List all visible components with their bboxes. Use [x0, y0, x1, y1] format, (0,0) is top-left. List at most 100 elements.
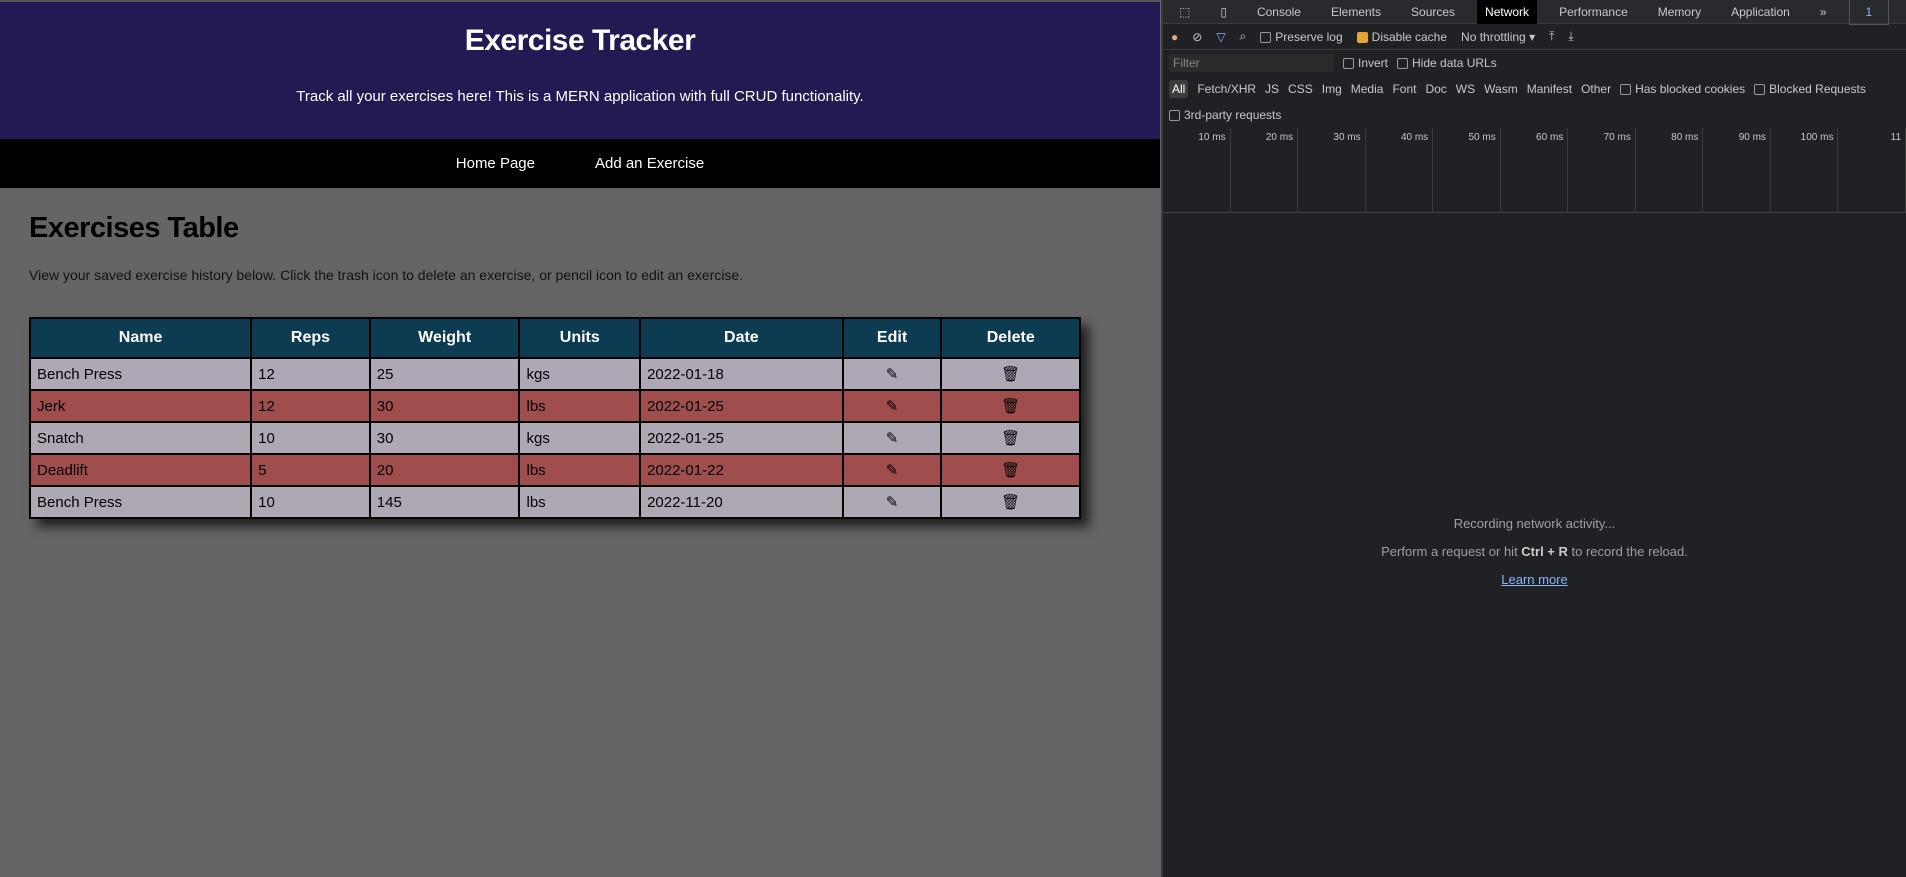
- cell-reps: 12: [250, 357, 371, 391]
- pencil-icon[interactable]: ✎: [841, 453, 943, 487]
- cell-units: kgs: [518, 357, 642, 391]
- type-filter-wasm[interactable]: Wasm: [1484, 82, 1518, 96]
- trash-icon[interactable]: 🗑: [940, 389, 1081, 423]
- filter-icon[interactable]: ▽: [1216, 29, 1226, 44]
- timeline-tick: 10 ms: [1163, 128, 1231, 212]
- cell-units: lbs: [518, 453, 642, 487]
- cell-name: Jerk: [28, 389, 253, 423]
- column-header: Weight: [368, 317, 521, 359]
- cell-name: Bench Press: [28, 357, 253, 391]
- table-row: Bench Press 12 25 kgs 2022-01-18 ✎ 🗑: [28, 357, 1081, 391]
- trash-icon[interactable]: 🗑: [940, 421, 1081, 455]
- timeline-tick: 40 ms: [1366, 128, 1434, 212]
- type-filter-font[interactable]: Font: [1392, 82, 1417, 96]
- cell-reps: 10: [250, 421, 371, 455]
- pencil-icon[interactable]: ✎: [841, 421, 943, 455]
- resource-type-filters: All Fetch/XHR JS CSS Img Media Font Doc WS Wasm Ma…: [1163, 76, 1906, 102]
- timeline-tick: 50 ms: [1433, 128, 1501, 212]
- type-filter-all[interactable]: All: [1169, 80, 1189, 98]
- cell-date: 2022-01-25: [639, 421, 844, 455]
- more-tabs-icon[interactable]: »: [1819, 4, 1827, 19]
- column-header: Edit: [841, 317, 943, 359]
- timeline-tick: 90 ms: [1703, 128, 1771, 212]
- type-filter-doc[interactable]: Doc: [1425, 82, 1447, 96]
- issues-badge[interactable]: 1: [1848, 0, 1890, 25]
- cell-weight: 20: [368, 453, 521, 487]
- nav-add-exercise[interactable]: Add an Exercise: [594, 155, 705, 172]
- table-row: Bench Press 10 145 lbs 2022-11-20 ✎ 🗑: [28, 485, 1081, 519]
- pencil-icon[interactable]: ✎: [841, 389, 943, 423]
- type-filter-img[interactable]: Img: [1321, 82, 1342, 96]
- type-filter-js[interactable]: JS: [1265, 82, 1280, 96]
- timeline-tick: 60 ms: [1501, 128, 1569, 212]
- exercises-table: Name Reps Weight Units Date Edit Delete Bench …: [28, 317, 1081, 519]
- search-icon[interactable]: ⌕: [1239, 29, 1247, 43]
- app-subtitle: Track all your exercises here! This is a…: [296, 88, 864, 105]
- clear-icon[interactable]: ⊘: [1192, 29, 1203, 44]
- import-har-icon[interactable]: ⤒: [1549, 29, 1555, 43]
- cell-reps: 10: [250, 485, 371, 519]
- issues-count: 1: [1865, 4, 1873, 19]
- device-toolbar-icon[interactable]: ▯: [1220, 4, 1227, 19]
- app-title: Exercise Tracker: [464, 24, 696, 57]
- recording-status: Recording network activity...: [1453, 516, 1616, 531]
- learn-more-link[interactable]: Learn more: [1501, 572, 1568, 587]
- reload-hint: Perform a request or hit Ctrl + R to rec…: [1381, 544, 1688, 559]
- record-icon[interactable]: ●: [1171, 29, 1179, 44]
- blocked-requests-checkbox[interactable]: Blocked Requests: [1754, 82, 1866, 96]
- cell-date: 2022-11-20: [639, 485, 844, 519]
- pencil-icon[interactable]: ✎: [841, 485, 943, 519]
- inspect-icon[interactable]: ⬚: [1179, 4, 1191, 19]
- cell-weight: 30: [368, 421, 521, 455]
- column-header: Units: [518, 317, 642, 359]
- type-filter-other[interactable]: Other: [1581, 82, 1612, 96]
- type-filter-manifest[interactable]: Manifest: [1526, 82, 1573, 96]
- export-har-icon[interactable]: ⤓: [1568, 29, 1574, 43]
- cell-weight: 145: [368, 485, 521, 519]
- cell-weight: 25: [368, 357, 521, 391]
- column-header: Reps: [250, 317, 371, 359]
- network-timeline[interactable]: 10 ms 20 ms 30 ms 40 ms 50 ms 60 ms 70 ms 80 ms…: [1163, 128, 1906, 213]
- devtools-tab-console[interactable]: Console: [1256, 4, 1301, 19]
- cell-name: Deadlift: [28, 453, 253, 487]
- cell-units: lbs: [518, 485, 642, 519]
- preserve-log-checkbox[interactable]: Preserve log: [1260, 30, 1343, 44]
- throttling-select[interactable]: No throttling ▾: [1461, 29, 1536, 44]
- main-nav: Home Page Add an Exercise: [0, 139, 1160, 188]
- third-party-checkbox[interactable]: 3rd-party requests: [1169, 108, 1281, 122]
- page-description: View your saved exercise history below. …: [29, 267, 744, 283]
- type-filter-css[interactable]: CSS: [1288, 82, 1313, 96]
- devtools-tab-memory[interactable]: Memory: [1657, 4, 1702, 19]
- timeline-tick: 20 ms: [1231, 128, 1299, 212]
- timeline-tick: 30 ms: [1298, 128, 1366, 212]
- timeline-tick: 100 ms: [1771, 128, 1839, 212]
- nav-home[interactable]: Home Page: [455, 155, 535, 172]
- hide-data-urls-checkbox[interactable]: Hide data URLs: [1397, 56, 1497, 70]
- trash-icon[interactable]: 🗑: [940, 485, 1081, 519]
- type-filter-media[interactable]: Media: [1350, 82, 1384, 96]
- invert-checkbox[interactable]: Invert: [1343, 56, 1388, 70]
- type-filter-ws[interactable]: WS: [1455, 82, 1476, 96]
- devtools-tabs: ⬚ ▯ Console Elements Sources Network Perform…: [1163, 0, 1906, 25]
- filter-row: Filter Invert Hide data URLs: [1163, 50, 1906, 76]
- trash-icon[interactable]: 🗑: [940, 453, 1081, 487]
- devtools-tab-sources[interactable]: Sources: [1411, 4, 1456, 19]
- devtools-tab-application[interactable]: Application: [1731, 4, 1790, 19]
- pencil-icon[interactable]: ✎: [841, 357, 943, 391]
- devtools-tab-network[interactable]: Network: [1477, 0, 1538, 24]
- cell-weight: 30: [368, 389, 521, 423]
- type-filter-fetch-xhr[interactable]: Fetch/XHR: [1197, 82, 1257, 96]
- disable-cache-checkbox[interactable]: Disable cache: [1356, 30, 1447, 44]
- table-row: Jerk 12 30 lbs 2022-01-25 ✎ 🗑: [28, 389, 1081, 423]
- exercise-app: Exercise Tracker Track all your exercise…: [0, 0, 1160, 519]
- third-party-row: 3rd-party requests: [1163, 102, 1906, 128]
- timeline-tick: 11: [1838, 128, 1906, 212]
- devtools-tab-performance[interactable]: Performance: [1559, 4, 1628, 19]
- cell-date: 2022-01-22: [639, 453, 844, 487]
- filter-input[interactable]: Filter: [1169, 54, 1334, 72]
- cell-date: 2022-01-18: [639, 357, 844, 391]
- devtools-tab-elements[interactable]: Elements: [1330, 4, 1382, 19]
- cell-name: Snatch: [28, 421, 253, 455]
- has-blocked-cookies-checkbox[interactable]: Has blocked cookies: [1620, 82, 1745, 96]
- trash-icon[interactable]: 🗑: [940, 357, 1081, 391]
